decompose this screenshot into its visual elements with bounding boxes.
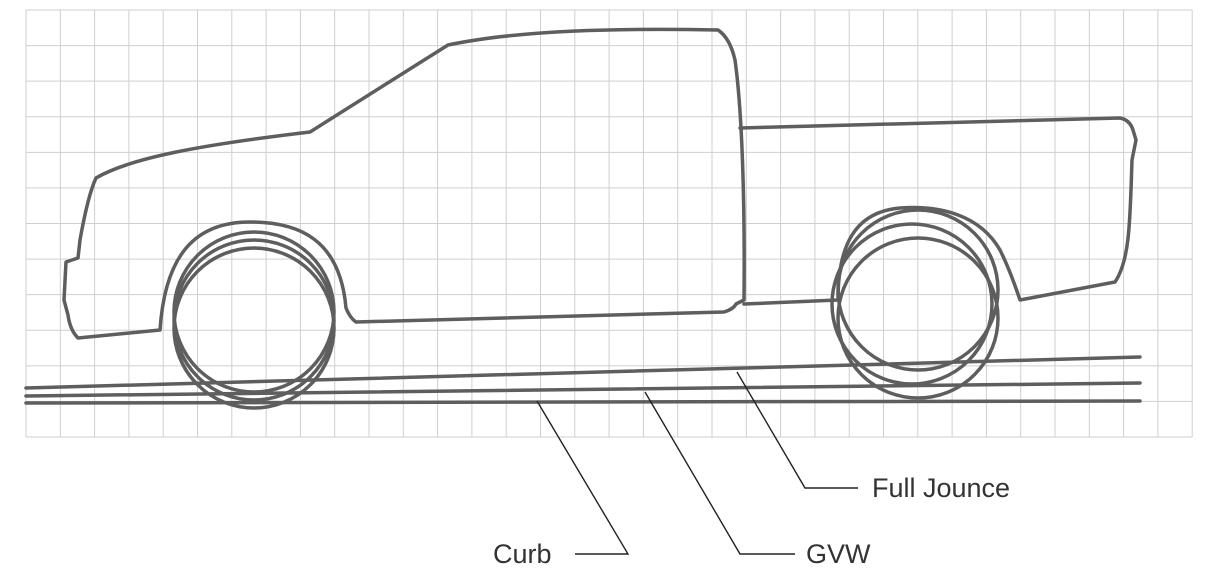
front-wheels xyxy=(172,230,336,410)
truck-body-outline xyxy=(62,27,746,340)
rear-wheel-gvw xyxy=(830,222,994,386)
label-full-jounce: Full Jounce xyxy=(872,473,1010,503)
label-gvw: GVW xyxy=(806,539,871,569)
leader-line-gvw xyxy=(644,391,795,555)
truck-bed-outline xyxy=(738,116,1138,306)
leader-line-full-jounce xyxy=(736,371,858,489)
front-wheel-curb xyxy=(172,246,336,410)
ground-line-curb xyxy=(24,399,1142,405)
label-curb: Curb xyxy=(493,539,552,569)
rear-wheel-curb xyxy=(836,236,1000,400)
rear-wheel-full-jounce xyxy=(836,208,1000,372)
leader-line-curb xyxy=(536,400,630,555)
ground-line-full-jounce xyxy=(24,355,1142,390)
ground-line-gvw xyxy=(24,381,1142,398)
rear-wheels xyxy=(830,208,1000,400)
